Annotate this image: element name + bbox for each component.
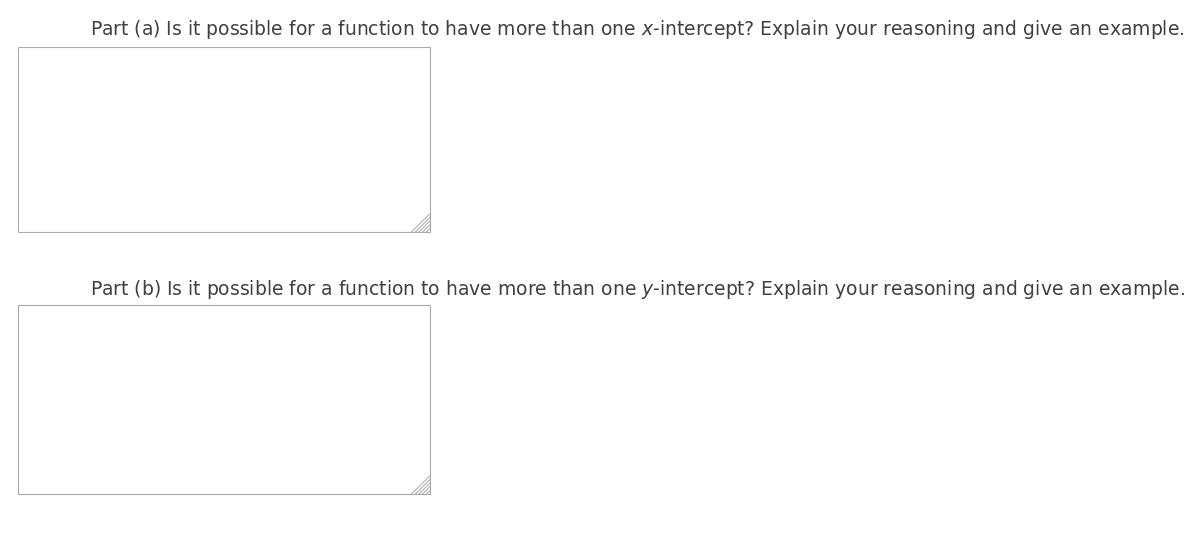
- Text: Part (b) Is it possible for a function to have more than one $y$-intercept? Expl: Part (b) Is it possible for a function t…: [90, 278, 1184, 301]
- Bar: [18, 305, 430, 494]
- Text: Part (a) Is it possible for a function to have more than one $x$-intercept? Expl: Part (a) Is it possible for a function t…: [90, 18, 1184, 41]
- Bar: [18, 47, 430, 232]
